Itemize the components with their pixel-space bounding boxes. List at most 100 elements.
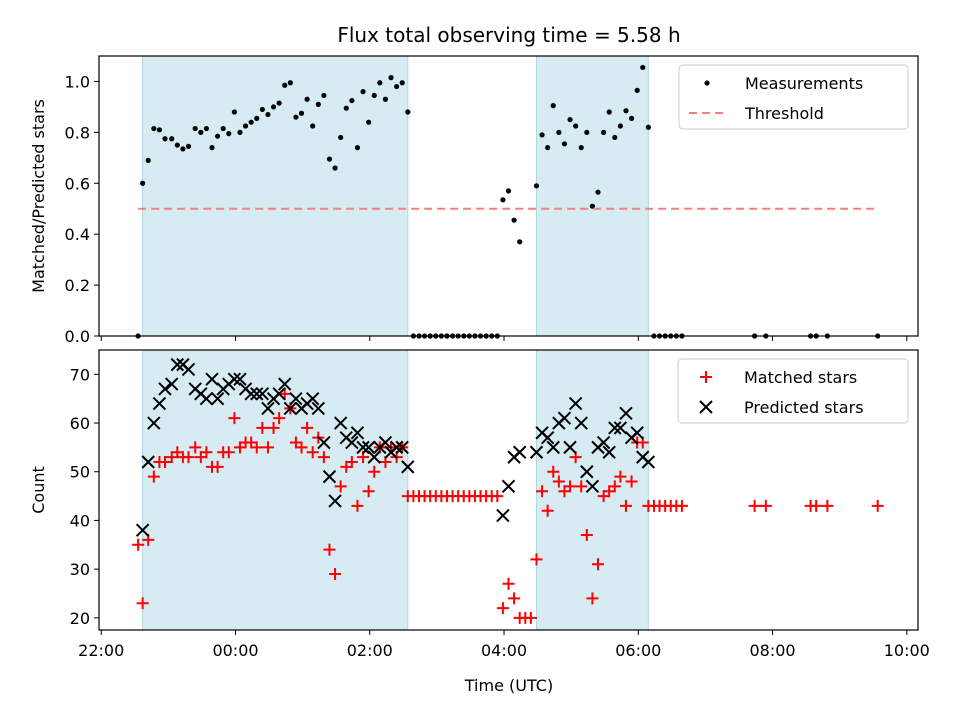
y-tick-label: 0.2 — [65, 276, 90, 295]
data-point — [315, 101, 321, 107]
data-point — [152, 396, 167, 411]
data-point — [265, 111, 271, 118]
x-tick-label: 08:00 — [749, 641, 795, 660]
data-point — [345, 456, 358, 468]
data-point — [619, 406, 633, 421]
data-point — [614, 470, 627, 483]
series-predicted-stars — [135, 357, 656, 537]
data-point — [625, 475, 638, 488]
data-point — [608, 421, 622, 435]
data-point — [199, 391, 214, 406]
data-point — [377, 80, 383, 86]
data-point — [502, 577, 515, 590]
data-point — [226, 131, 232, 137]
data-point — [378, 435, 393, 450]
data-point — [349, 97, 355, 104]
data-point — [491, 490, 504, 503]
observing-window-band — [535, 349, 649, 631]
y-tick-label: 40 — [70, 511, 90, 530]
data-point — [334, 480, 347, 493]
data-point — [524, 611, 537, 624]
x-tick-label: 04:00 — [481, 641, 527, 660]
data-point — [174, 142, 180, 148]
data-point — [293, 114, 299, 120]
legend-label: Threshold — [744, 104, 824, 123]
data-point — [311, 401, 326, 416]
data-point — [556, 129, 562, 135]
x-tick-label: 00:00 — [212, 641, 258, 660]
data-point — [512, 445, 527, 459]
data-point — [158, 382, 172, 396]
data-point — [147, 470, 160, 483]
plot-frame — [98, 55, 919, 337]
data-point — [220, 125, 226, 132]
data-point — [270, 104, 277, 110]
x-tick-label: 10:00 — [884, 641, 930, 660]
data-point — [405, 109, 411, 115]
data-point — [675, 499, 688, 512]
data-point — [606, 109, 612, 115]
data-point — [388, 75, 394, 81]
legend-box — [677, 358, 909, 424]
data-point — [261, 401, 275, 416]
data-point — [584, 129, 590, 135]
data-point — [298, 110, 305, 116]
data-point — [244, 387, 258, 401]
data-point — [345, 435, 359, 450]
data-point — [580, 529, 593, 542]
data-point — [547, 465, 560, 478]
data-point — [578, 145, 584, 151]
data-point — [505, 188, 512, 194]
legend-label: Measurements — [745, 74, 863, 93]
data-point — [231, 109, 237, 115]
y-tick-label: 0.4 — [65, 225, 90, 244]
data-point — [585, 479, 600, 494]
data-point — [366, 119, 372, 125]
data-point — [640, 64, 646, 71]
data-point — [511, 217, 517, 223]
observing-window-band — [142, 55, 409, 337]
data-point — [198, 129, 204, 135]
data-point — [561, 141, 568, 147]
data-point — [278, 387, 291, 400]
legend-swatch — [700, 371, 712, 383]
data-point — [328, 494, 342, 508]
data-point — [563, 440, 577, 455]
data-point — [601, 129, 607, 135]
legend-label: Matched stars — [744, 368, 857, 387]
data-point — [145, 157, 151, 163]
data-point — [552, 475, 565, 488]
y-tick-label: 0.8 — [65, 123, 90, 142]
data-point — [343, 105, 349, 111]
data-point — [248, 119, 254, 125]
data-point — [273, 412, 286, 425]
data-point — [564, 480, 577, 493]
y-tick-label: 30 — [70, 560, 90, 579]
data-point — [545, 145, 551, 151]
legend: Measurements Threshold — [678, 64, 909, 130]
data-point — [180, 146, 186, 152]
data-point — [360, 89, 366, 95]
data-point — [533, 183, 540, 189]
data-point — [242, 123, 249, 129]
data-point — [272, 387, 286, 401]
data-point — [871, 499, 884, 512]
data-point — [256, 421, 269, 434]
data-point — [557, 411, 572, 425]
data-point — [356, 440, 370, 455]
data-point — [529, 445, 544, 459]
data-point — [546, 440, 560, 455]
data-point — [305, 391, 320, 406]
data-point — [255, 387, 270, 401]
data-point — [200, 446, 213, 459]
data-point — [641, 455, 656, 469]
data-point — [326, 156, 333, 162]
data-point — [306, 446, 319, 459]
data-point — [135, 523, 150, 537]
data-point — [623, 108, 629, 114]
count-panel: 20 30 40 50 60 70 22:00 00:00 02:00 04:00 06:00 08:… — [29, 349, 930, 660]
data-point — [261, 441, 274, 454]
data-point — [536, 485, 549, 498]
data-point — [301, 421, 314, 434]
data-point — [278, 377, 292, 391]
